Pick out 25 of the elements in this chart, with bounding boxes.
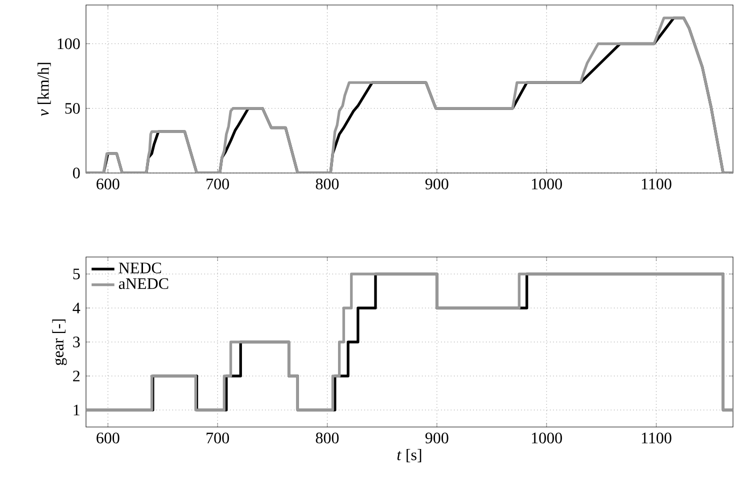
y-tick-label: 50 xyxy=(65,102,80,114)
x-tick-label: 800 xyxy=(316,432,339,444)
legend-label: aNEDC xyxy=(118,278,168,290)
y-tick-label: 4 xyxy=(72,302,80,314)
x-tick-label: 900 xyxy=(425,178,448,190)
x-tick-label: 700 xyxy=(206,178,229,190)
y-tick-label: 2 xyxy=(73,370,80,382)
y-tick-label: 0 xyxy=(73,168,80,178)
x-tick-label: 1100 xyxy=(642,178,672,190)
y-tick-label: 5 xyxy=(73,268,80,280)
legend-label: NEDC xyxy=(118,262,162,274)
x-tick-label: 600 xyxy=(96,178,120,190)
x-tick-label: 1000 xyxy=(532,178,562,190)
x-tick-label: 700 xyxy=(206,432,229,444)
x-tick-label: 800 xyxy=(316,178,339,190)
x-tick-label: 900 xyxy=(425,432,448,444)
x-axis-title: t [s] xyxy=(397,448,422,462)
y-axis-title: v [km/h] xyxy=(38,62,51,116)
x-tick-label: 1000 xyxy=(532,432,562,444)
x-tick-label: 600 xyxy=(96,432,120,444)
y-axis-title: gear [-] xyxy=(52,319,67,366)
y-tick-label: 100 xyxy=(58,38,80,50)
y-tick-label: 3 xyxy=(73,336,80,348)
y-tick-label: 1 xyxy=(74,404,80,416)
x-tick-label: 1100 xyxy=(642,432,672,444)
